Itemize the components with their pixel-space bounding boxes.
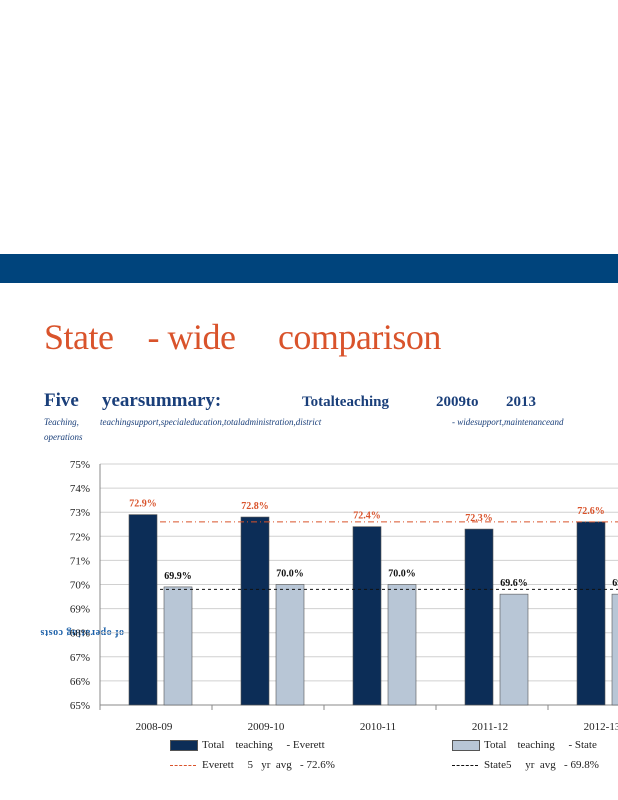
bar-state (387, 584, 417, 706)
x-tick-label: 2010-11 (360, 721, 396, 733)
data-label-state: 70.0% (276, 569, 304, 580)
y-tick-label: 69% (70, 604, 90, 616)
data-label-state: 69.6% (500, 578, 528, 589)
header-band (0, 254, 618, 283)
note-operations: operations (44, 432, 83, 442)
y-tick-label: 66% (70, 676, 90, 688)
bar-chart: 65% 66% 67% 68% 69% 70% 71% 72% 73% 74% 75% 72.9% 69… (70, 459, 618, 733)
x-tick-label: 2012-13 (584, 721, 618, 733)
data-label-everett: 72.3% (465, 513, 493, 524)
data-label-state: 69.9% (164, 571, 192, 582)
y-tick-label: 65% (70, 700, 90, 712)
bar-everett (352, 526, 382, 706)
legend-everett-label: Total teaching - Everett (202, 739, 325, 751)
legend-everett-avg-swatch (170, 764, 196, 766)
y-tick-label: 71% (70, 555, 90, 567)
x-tick-label: 2009-10 (248, 721, 285, 733)
data-label-everett: 72.8% (241, 501, 269, 512)
y-tick-label: 75% (70, 459, 90, 471)
bar-everett (464, 528, 494, 706)
bar-state (275, 584, 305, 706)
legend-state-avg-label: State5 yr avg - 69.8% (484, 759, 599, 771)
bar-state (163, 586, 193, 706)
legend-state-avg-swatch (452, 764, 478, 766)
y-tick-label: 68% (70, 628, 90, 640)
data-label-state: 70.0% (388, 569, 416, 580)
bar-state (611, 593, 618, 706)
bar-state (499, 593, 529, 706)
y-tick-label: 73% (70, 507, 90, 519)
note-teaching: Teaching, (44, 417, 79, 427)
y-tick-label: 67% (70, 652, 90, 664)
note-categories: teachingsupport,specialeducation,totalad… (100, 417, 322, 427)
bar-everett (128, 514, 158, 706)
bar-everett (240, 516, 270, 706)
bar-everett (576, 521, 606, 706)
legend-state: Total teaching - State (452, 739, 597, 751)
legend-everett: Total teaching - Everett (170, 739, 325, 751)
page-title: State - wide comparison (44, 317, 441, 357)
data-label-everett: 72.6% (577, 506, 605, 517)
data-label-everett: 72.4% (353, 511, 381, 522)
x-tick-label: 2008-09 (136, 721, 173, 733)
subtitle-summary: yearsummary: (102, 390, 222, 411)
y-tick-label: 74% (70, 483, 90, 495)
legend-everett-swatch (170, 739, 198, 751)
legend-everett-avg-label: Everett 5 yr avg - 72.6% (202, 759, 335, 771)
x-tick-label: 2011-12 (472, 721, 508, 733)
y-tick-label: 72% (70, 531, 90, 543)
legend-everett-avg: Everett 5 yr avg - 72.6% (170, 759, 335, 771)
legend-state-label: Total teaching - State (484, 739, 597, 751)
subtitle-five: Five (44, 390, 79, 411)
note-wide-support: - widesupport,maintenanceand (452, 417, 564, 427)
legend-state-avg: State5 yr avg - 69.8% (452, 759, 599, 771)
legend-state-swatch (452, 739, 480, 751)
y-tick-label: 70% (70, 580, 90, 592)
data-label-state: 69.6% (612, 578, 618, 589)
data-label-everett: 72.9% (129, 499, 157, 510)
subtitle-to-year: 2013 (506, 394, 536, 410)
subtitle-total-teaching: Totalteaching (302, 394, 389, 410)
subtitle-from-year: 2009to (436, 394, 479, 410)
